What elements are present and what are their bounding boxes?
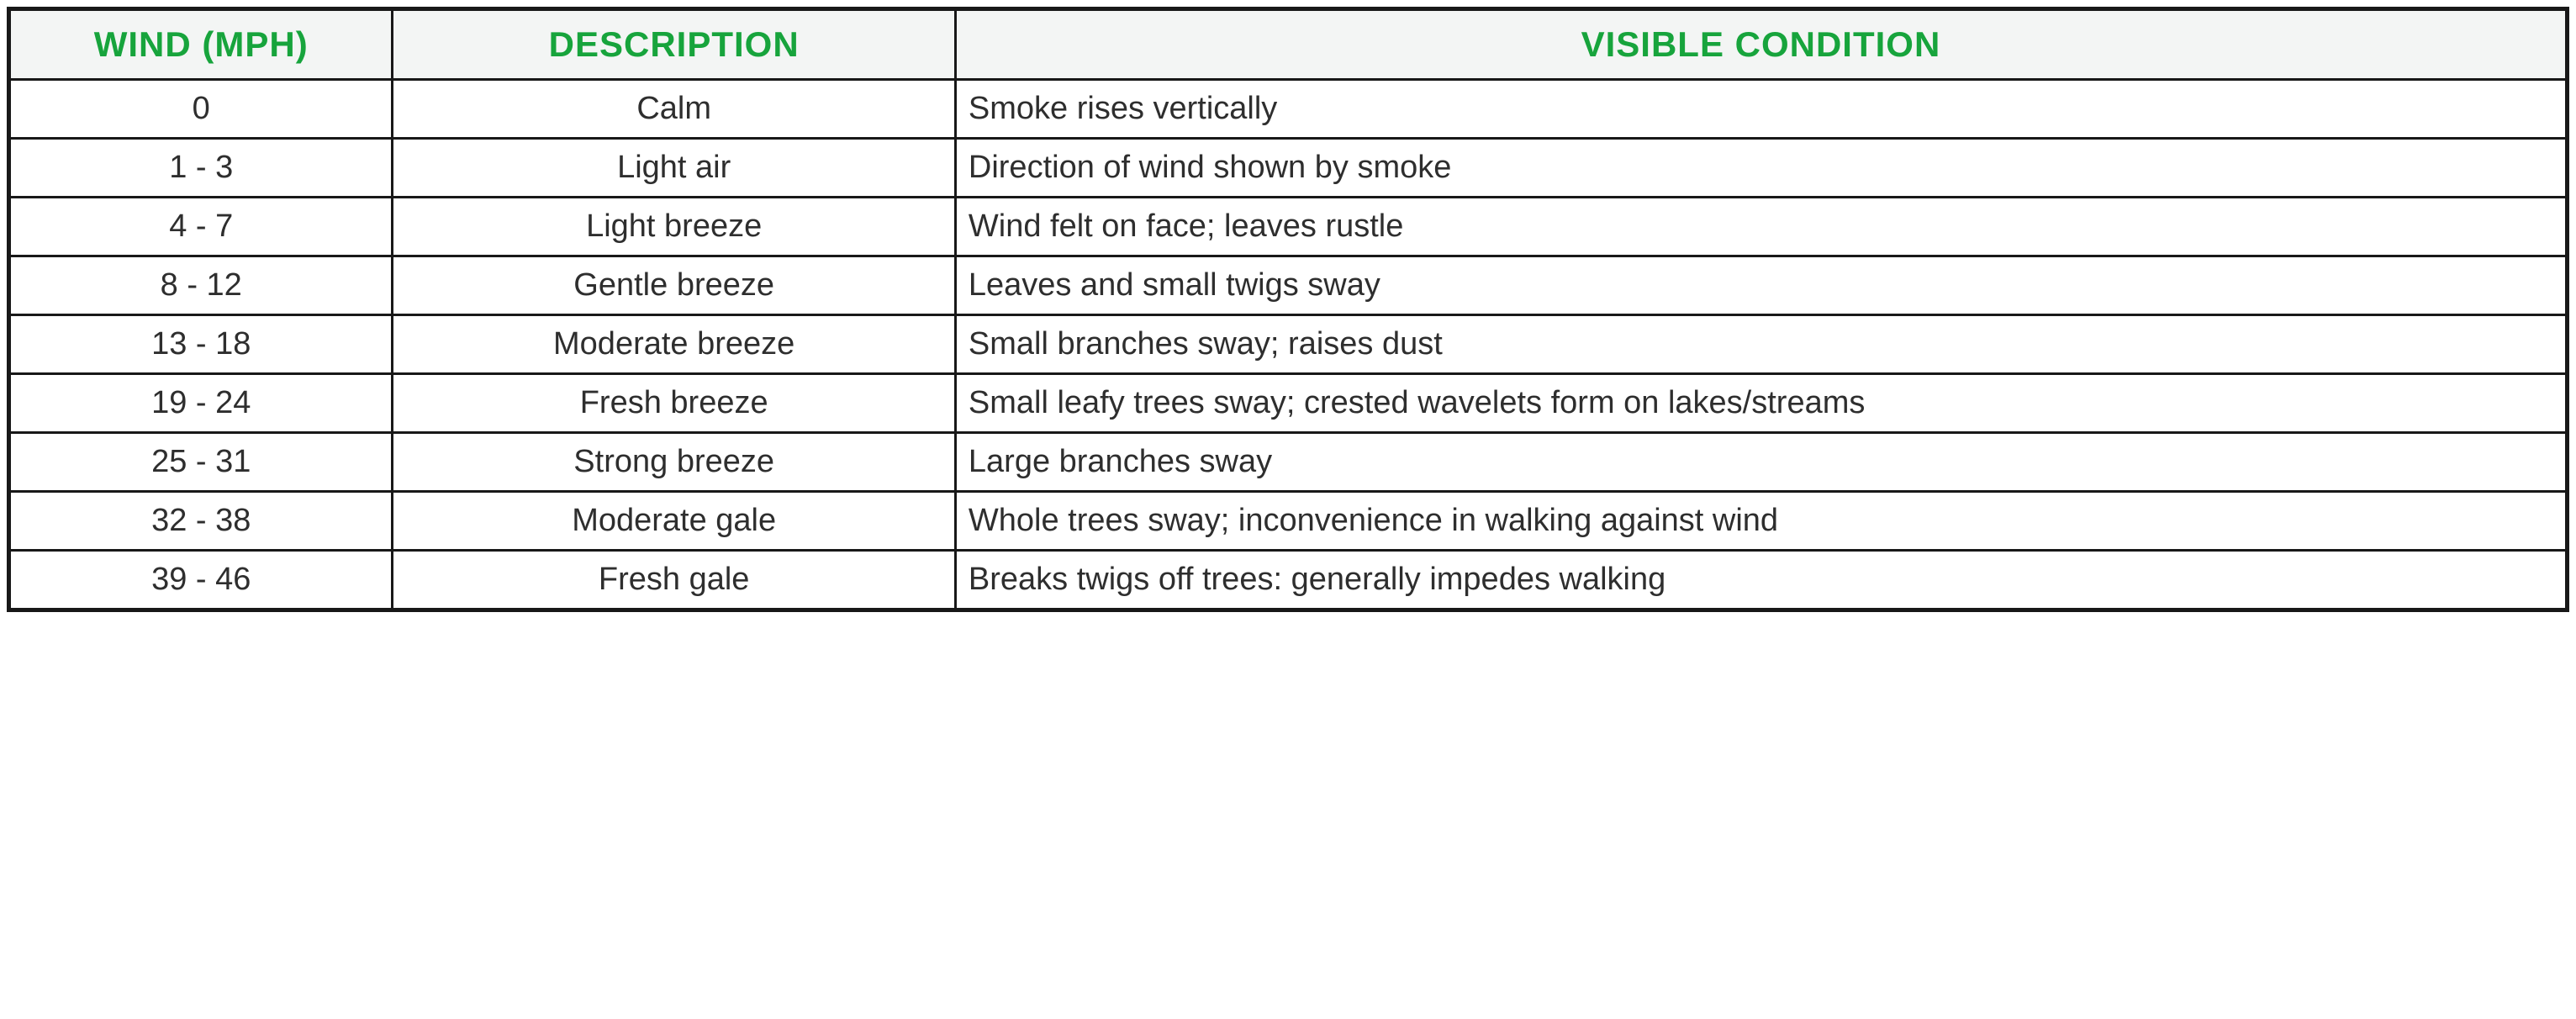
table-row: 4 - 7 Light breeze Wind felt on face; le…: [9, 198, 2568, 256]
cell-wind: 0: [9, 80, 393, 139]
cell-wind: 39 - 46: [9, 551, 393, 610]
cell-condition: Large branches sway: [955, 433, 2567, 492]
table-row: 1 - 3 Light air Direction of wind shown …: [9, 139, 2568, 198]
cell-description: Calm: [393, 80, 955, 139]
cell-description: Moderate gale: [393, 492, 955, 551]
cell-wind: 8 - 12: [9, 256, 393, 315]
wind-scale-table: WIND (MPH) DESCRIPTION VISIBLE CONDITION…: [7, 7, 2569, 612]
cell-description: Moderate breeze: [393, 315, 955, 374]
cell-description: Fresh gale: [393, 551, 955, 610]
cell-condition: Wind felt on face; leaves rustle: [955, 198, 2567, 256]
table-body: 0 Calm Smoke rises vertically 1 - 3 Ligh…: [9, 80, 2568, 610]
cell-wind: 1 - 3: [9, 139, 393, 198]
cell-wind: 13 - 18: [9, 315, 393, 374]
cell-wind: 4 - 7: [9, 198, 393, 256]
cell-wind: 32 - 38: [9, 492, 393, 551]
cell-description: Light breeze: [393, 198, 955, 256]
cell-condition: Small branches sway; raises dust: [955, 315, 2567, 374]
cell-description: Strong breeze: [393, 433, 955, 492]
table-row: 19 - 24 Fresh breeze Small leafy trees s…: [9, 374, 2568, 433]
col-header-condition: VISIBLE CONDITION: [955, 9, 2567, 80]
cell-condition: Small leafy trees sway; crested wavelets…: [955, 374, 2567, 433]
col-header-wind: WIND (MPH): [9, 9, 393, 80]
cell-condition: Breaks twigs off trees: generally impede…: [955, 551, 2567, 610]
cell-condition: Smoke rises vertically: [955, 80, 2567, 139]
table-row: 8 - 12 Gentle breeze Leaves and small tw…: [9, 256, 2568, 315]
cell-description: Fresh breeze: [393, 374, 955, 433]
table-row: 25 - 31 Strong breeze Large branches swa…: [9, 433, 2568, 492]
cell-condition: Leaves and small twigs sway: [955, 256, 2567, 315]
table-row: 13 - 18 Moderate breeze Small branches s…: [9, 315, 2568, 374]
table-row: 0 Calm Smoke rises vertically: [9, 80, 2568, 139]
table-header-row: WIND (MPH) DESCRIPTION VISIBLE CONDITION: [9, 9, 2568, 80]
cell-wind: 19 - 24: [9, 374, 393, 433]
cell-condition: Direction of wind shown by smoke: [955, 139, 2567, 198]
cell-wind: 25 - 31: [9, 433, 393, 492]
table-row: 39 - 46 Fresh gale Breaks twigs off tree…: [9, 551, 2568, 610]
table-row: 32 - 38 Moderate gale Whole trees sway; …: [9, 492, 2568, 551]
col-header-description: DESCRIPTION: [393, 9, 955, 80]
cell-condition: Whole trees sway; inconvenience in walki…: [955, 492, 2567, 551]
cell-description: Light air: [393, 139, 955, 198]
cell-description: Gentle breeze: [393, 256, 955, 315]
